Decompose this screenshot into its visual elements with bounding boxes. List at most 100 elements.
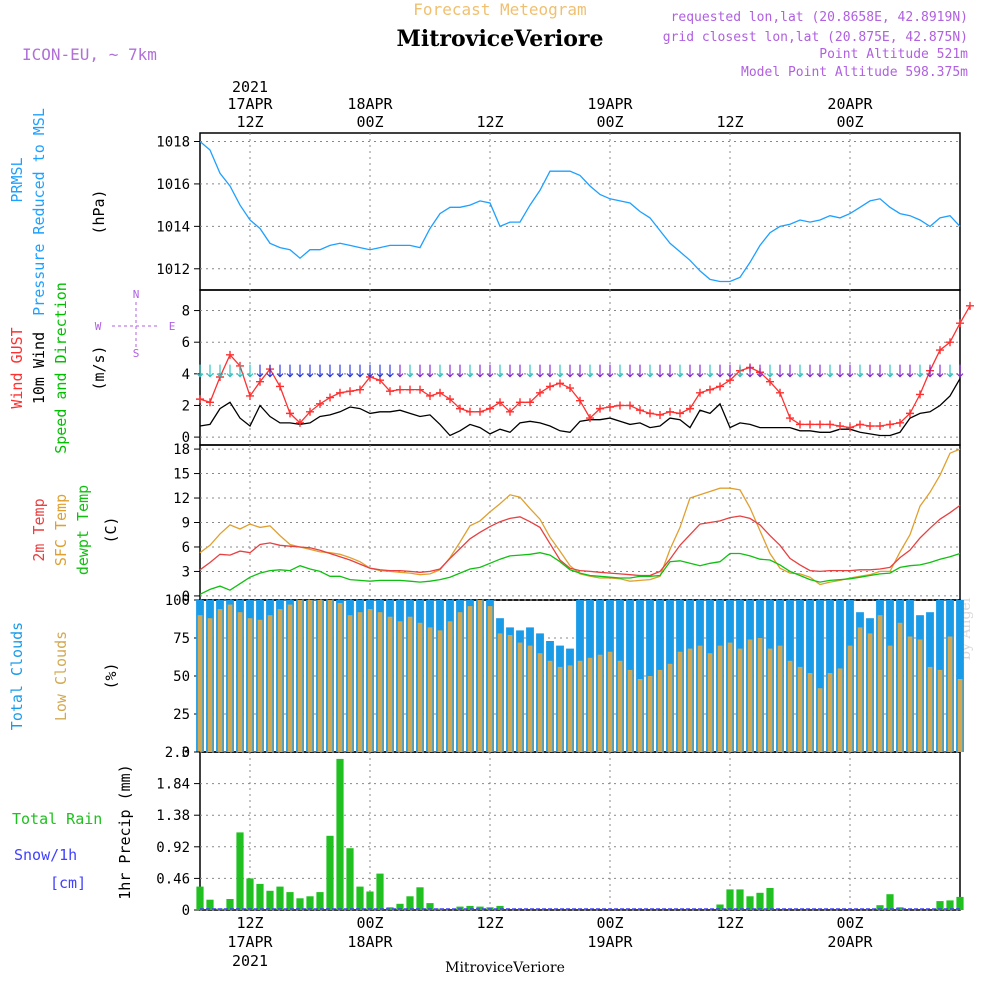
rain-bar bbox=[286, 892, 294, 910]
wind-direction-arrow bbox=[586, 364, 594, 378]
wind-direction-arrow bbox=[656, 364, 664, 378]
low-cloud-bar bbox=[567, 665, 573, 752]
footer-location: MitroviceVeriore bbox=[445, 960, 565, 976]
wind-direction-arrow bbox=[936, 364, 944, 378]
wind-direction-arrow bbox=[256, 364, 264, 378]
gust-marker bbox=[936, 346, 944, 355]
model-point-altitude: Model Point Altitude 598.375m bbox=[741, 65, 968, 80]
gust-marker bbox=[446, 395, 454, 404]
gust-marker bbox=[916, 390, 924, 399]
ytick-label-clouds: 0 bbox=[182, 745, 190, 761]
low-cloud-bar bbox=[597, 654, 603, 752]
wind-direction-arrow bbox=[716, 364, 724, 378]
rain-bar bbox=[946, 900, 954, 910]
rain-bar bbox=[496, 905, 504, 910]
gust-marker bbox=[456, 404, 464, 413]
wind-direction-arrow bbox=[376, 364, 384, 378]
gust-marker bbox=[636, 406, 644, 415]
gust-marker bbox=[246, 391, 254, 400]
ytick-label-wind: 8 bbox=[182, 304, 190, 320]
wind-direction-arrow bbox=[396, 364, 404, 378]
wind-direction-arrow bbox=[386, 364, 394, 378]
low-cloud-bar bbox=[917, 639, 923, 752]
gust-marker bbox=[826, 420, 834, 429]
gust-marker bbox=[396, 385, 404, 394]
top-hour-label: 12Z bbox=[476, 113, 503, 131]
low-cloud-bar bbox=[607, 651, 613, 752]
wind-direction-arrow bbox=[526, 364, 534, 378]
chart-title: MitroviceVeriore bbox=[396, 26, 604, 52]
wind-direction-arrow bbox=[196, 364, 204, 378]
rain-bar bbox=[206, 899, 214, 910]
wind-direction-arrow bbox=[236, 364, 244, 378]
gust-marker bbox=[596, 404, 604, 413]
ytick-label-precip: 0.46 bbox=[156, 871, 190, 887]
wind-direction-arrow bbox=[316, 364, 324, 378]
rain-bar bbox=[766, 888, 774, 910]
top-date-label: 18APR bbox=[347, 95, 393, 113]
ytick-label-temp: 3 bbox=[182, 564, 190, 580]
low-cloud-bar bbox=[847, 645, 853, 752]
gust-marker bbox=[506, 407, 514, 416]
wind-direction-arrow bbox=[846, 364, 854, 378]
low-cloud-bar bbox=[707, 653, 713, 752]
gust-marker bbox=[696, 388, 704, 397]
gust-marker bbox=[556, 379, 564, 388]
wind-direction-arrow bbox=[946, 364, 954, 378]
low-cloud-bar bbox=[377, 612, 383, 752]
low-cloud-bar bbox=[717, 645, 723, 752]
low-cloud-bar bbox=[647, 676, 653, 752]
rain-bar bbox=[196, 886, 204, 910]
wind-direction-arrow bbox=[536, 364, 544, 378]
wind-direction-arrow bbox=[496, 364, 504, 378]
wind-direction-arrow bbox=[666, 364, 674, 378]
ytick-label-precip: 0 bbox=[182, 903, 190, 919]
gust-marker bbox=[226, 350, 234, 359]
low-cloud-bar bbox=[237, 612, 243, 752]
wind-direction-arrow bbox=[406, 364, 414, 378]
gust-marker bbox=[386, 387, 394, 396]
low-cloud-bar bbox=[457, 612, 463, 752]
wind-direction-arrow bbox=[836, 364, 844, 378]
low-cloud-bar bbox=[927, 666, 933, 752]
gust-marker bbox=[946, 338, 954, 347]
low-cloud-bar bbox=[467, 606, 473, 752]
panel-frame-precip bbox=[199, 751, 961, 911]
requested-coordinates: requested lon,lat (20.8658E, 42.8919N) bbox=[670, 10, 968, 25]
bottom-date-label: 17APR bbox=[227, 933, 273, 951]
low-cloud-bar bbox=[767, 648, 773, 752]
ytick-label-clouds: 25 bbox=[173, 707, 190, 723]
rain-bar bbox=[736, 889, 744, 910]
low-cloud-bar bbox=[907, 636, 913, 752]
low-cloud-bar bbox=[277, 609, 283, 752]
gust-marker bbox=[526, 398, 534, 407]
gust-marker bbox=[766, 377, 774, 386]
ytick-label-clouds: 75 bbox=[173, 631, 190, 647]
low-cloud-bar bbox=[677, 651, 683, 752]
wind-direction-arrow bbox=[896, 364, 904, 378]
total-cloud-bar bbox=[816, 600, 824, 752]
low-cloud-bar bbox=[427, 627, 433, 752]
wind-direction-arrow bbox=[576, 364, 584, 378]
low-cloud-bar bbox=[757, 638, 763, 752]
gust-marker bbox=[326, 393, 334, 402]
gust-marker bbox=[516, 398, 524, 407]
gust-marker bbox=[256, 377, 264, 386]
gust-marker bbox=[206, 398, 214, 407]
wind-direction-arrow bbox=[346, 364, 354, 378]
ylabel-precip: 1hr Precip (mm) bbox=[116, 764, 134, 899]
top-hour-label: 12Z bbox=[236, 113, 263, 131]
low-cloud-bar bbox=[867, 633, 873, 752]
gust-marker bbox=[646, 409, 654, 418]
rain-bar bbox=[756, 892, 764, 910]
grid-point-coordinates: grid closest lon,lat (20.875E, 42.875N) bbox=[662, 30, 968, 45]
low-cloud-bar bbox=[497, 633, 503, 752]
wind-speed-line bbox=[199, 378, 961, 437]
wind-direction-arrow bbox=[676, 364, 684, 378]
wind-direction-arrow bbox=[546, 364, 554, 378]
ytick-label-precip: 0.92 bbox=[156, 840, 190, 856]
gust-marker bbox=[846, 423, 854, 432]
ytick-label-temp: 6 bbox=[182, 540, 190, 556]
low-cloud-bar bbox=[777, 645, 783, 752]
gust-marker bbox=[676, 409, 684, 418]
